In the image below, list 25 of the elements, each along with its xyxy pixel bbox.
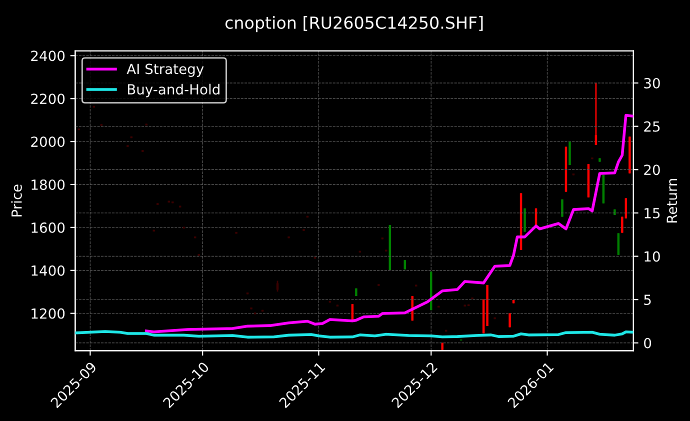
candlestick [508,312,511,328]
y2-tick-label: 10 [644,251,660,262]
y2-tick-label: 5 [644,294,651,306]
y-tick-label: 2200 [31,94,65,104]
y2-tick-label: 30 [644,78,660,88]
legend-label: Buy-and-Hold [128,84,220,98]
y-tick-label: 1200 [32,308,65,319]
y-tick-label: 2000 [31,136,65,148]
y-tick-label: 2400 [31,50,65,62]
y2-axis-title: Return [666,178,678,222]
candlestick [568,141,571,166]
y-tick-label: 1400 [32,265,65,276]
y-tick-label: 1600 [32,222,65,233]
y-tick-label: 1800 [32,179,65,190]
legend-label: AI Strategy [126,64,204,77]
y2-tick-label: 25 [644,121,660,132]
y2-tick-label: 20 [644,164,660,176]
candlestick [594,82,598,146]
line-series [145,114,634,334]
y2-tick-label: 0 [644,338,652,348]
y2-tick-label: 15 [644,208,660,218]
y-axis-title: Price [11,184,22,216]
candlestick [617,232,620,256]
candlestick [351,303,354,321]
chart-title: cnoption [RU2605C14250.SHF] [225,16,483,32]
